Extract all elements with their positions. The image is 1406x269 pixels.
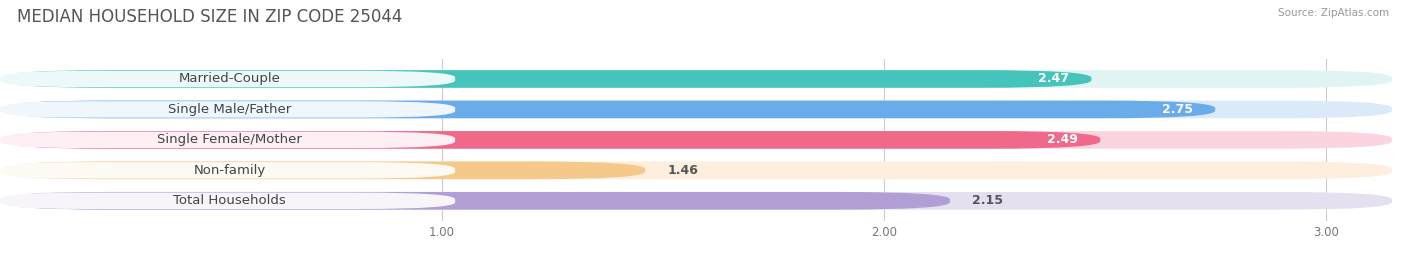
FancyBboxPatch shape	[0, 101, 1392, 118]
FancyBboxPatch shape	[0, 70, 1091, 88]
Text: Total Households: Total Households	[173, 194, 287, 207]
Text: Single Female/Mother: Single Female/Mother	[157, 133, 302, 146]
FancyBboxPatch shape	[0, 131, 1392, 149]
Text: Source: ZipAtlas.com: Source: ZipAtlas.com	[1278, 8, 1389, 18]
FancyBboxPatch shape	[0, 101, 456, 118]
Text: Single Male/Father: Single Male/Father	[169, 103, 291, 116]
FancyBboxPatch shape	[0, 192, 1392, 210]
Text: Married-Couple: Married-Couple	[179, 72, 281, 86]
FancyBboxPatch shape	[0, 132, 456, 148]
Text: MEDIAN HOUSEHOLD SIZE IN ZIP CODE 25044: MEDIAN HOUSEHOLD SIZE IN ZIP CODE 25044	[17, 8, 402, 26]
FancyBboxPatch shape	[0, 161, 1392, 179]
FancyBboxPatch shape	[0, 131, 1101, 149]
Text: 2.49: 2.49	[1047, 133, 1078, 146]
FancyBboxPatch shape	[0, 193, 456, 209]
FancyBboxPatch shape	[0, 101, 1215, 118]
FancyBboxPatch shape	[0, 162, 456, 179]
Text: 2.75: 2.75	[1163, 103, 1194, 116]
Text: Non-family: Non-family	[194, 164, 266, 177]
FancyBboxPatch shape	[0, 161, 645, 179]
FancyBboxPatch shape	[0, 192, 950, 210]
Text: 1.46: 1.46	[668, 164, 699, 177]
Text: 2.15: 2.15	[972, 194, 1002, 207]
Text: 2.47: 2.47	[1039, 72, 1070, 86]
FancyBboxPatch shape	[0, 70, 1392, 88]
FancyBboxPatch shape	[0, 71, 456, 87]
